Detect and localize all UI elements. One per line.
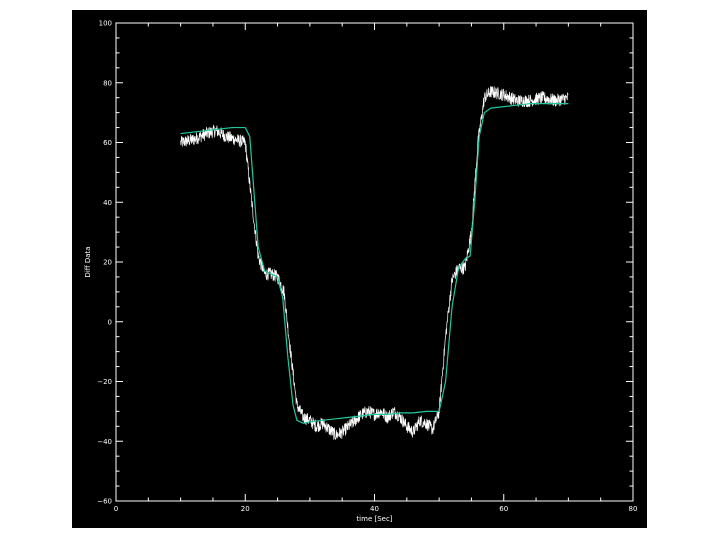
axis-tick-labels: 0 20 40 60 80 −60 −40 −20 0 20 40 60 80 100 [97,20,637,514]
x-tick-label: 40 [370,505,379,513]
y-axis-label: Diff Data [84,246,92,277]
y-tick-label: 0 [108,318,112,326]
series-line-1 [180,86,569,440]
y-tick-label: 60 [103,139,112,147]
x-tick-label: 0 [114,505,118,513]
y-tick-label: 100 [99,20,112,28]
x-tick-label: 80 [629,505,638,513]
y-tick-label: 80 [103,79,112,87]
y-tick-label: −20 [97,378,112,386]
y-tick-label: −40 [97,438,112,446]
plot-frame [115,22,634,502]
y-tick-label: 40 [103,199,112,207]
x-axis-label: time [Sec] [356,515,392,523]
plot-window: 0 20 40 60 80 −60 −40 −20 0 20 40 60 80 100 time [Sec… [72,10,647,528]
series-layer [180,86,569,440]
x-tick-label: 60 [499,505,508,513]
x-tick-label: 20 [241,505,250,513]
series-line-2 [180,103,569,424]
line-chart: 0 20 40 60 80 −60 −40 −20 0 20 40 60 80 100 time [Sec… [84,20,637,524]
y-tick-label: 20 [103,259,112,267]
axis-ticks [115,22,634,502]
y-tick-label: −60 [97,498,112,506]
